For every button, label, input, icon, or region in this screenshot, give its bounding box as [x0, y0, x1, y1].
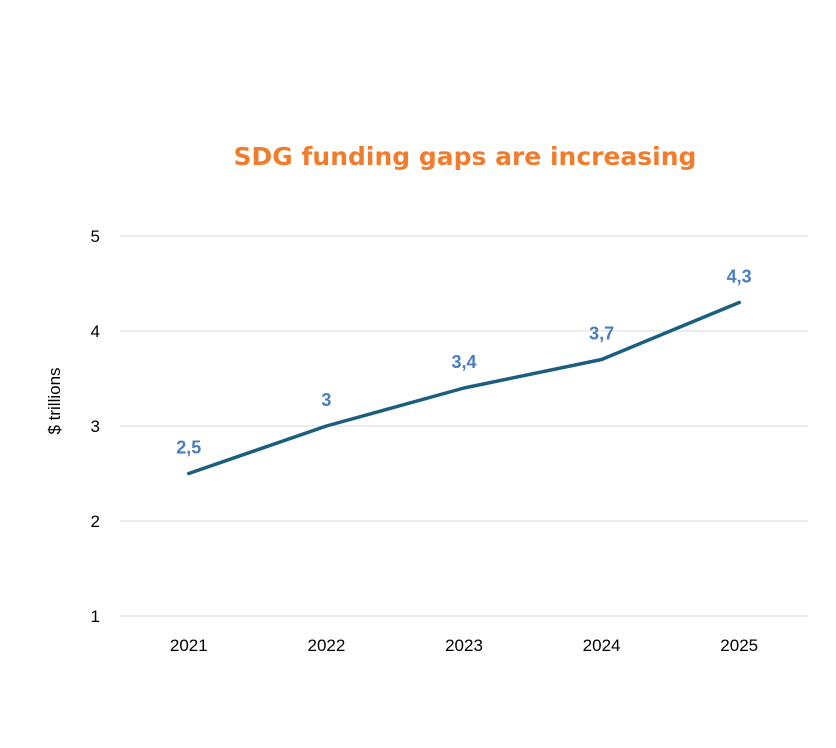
y-tick-label: 4 — [91, 322, 100, 341]
data-point — [324, 424, 328, 428]
data-point — [600, 358, 604, 361]
y-tick-label: 3 — [91, 417, 100, 436]
data-label: 2,5 — [176, 438, 201, 458]
y-tick-label: 2 — [91, 512, 100, 531]
chart-title: SDG funding gaps are increasing — [233, 142, 697, 171]
y-axis-label: $ trillions — [45, 367, 64, 434]
data-label: 3,7 — [589, 324, 614, 344]
y-tick-label: 5 — [91, 227, 100, 246]
x-tick-label: 2021 — [170, 636, 208, 655]
x-tick-label: 2022 — [307, 636, 345, 655]
x-tick-label: 2023 — [445, 636, 483, 655]
data-label: 3 — [321, 390, 331, 410]
data-point — [187, 472, 191, 475]
y-tick-label: 1 — [91, 607, 100, 626]
x-tick-label: 2025 — [720, 636, 758, 655]
data-point — [737, 301, 741, 304]
x-tick-label: 2024 — [583, 636, 621, 655]
data-label: 4,3 — [727, 267, 752, 287]
data-label: 3,4 — [451, 352, 476, 372]
data-point — [462, 386, 466, 390]
